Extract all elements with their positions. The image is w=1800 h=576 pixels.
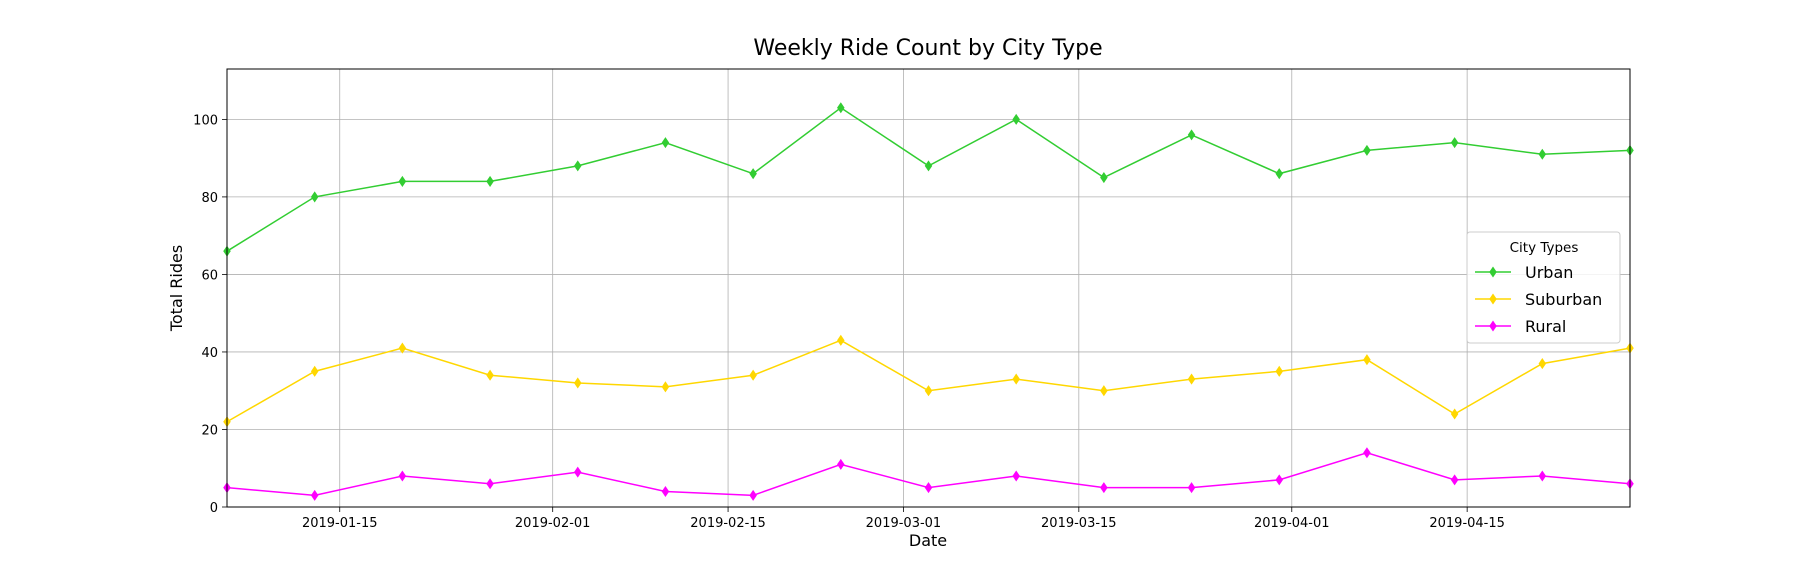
- data-point-suburban: [661, 381, 670, 393]
- data-point-rural: [310, 489, 319, 501]
- x-tick-label: 2019-04-15: [1429, 516, 1505, 531]
- x-tick-label: 2019-03-01: [866, 516, 942, 531]
- data-point-rural: [661, 485, 670, 498]
- y-tick-label: 20: [201, 423, 218, 438]
- legend-box: [1466, 231, 1621, 344]
- data-point-urban: [1538, 148, 1547, 160]
- y-tick-label: 80: [201, 191, 218, 206]
- y-tick-label: 40: [201, 346, 218, 361]
- data-point-suburban: [837, 334, 845, 346]
- data-point-rural: [486, 478, 494, 490]
- series-suburban: [223, 334, 1634, 428]
- data-point-urban: [1275, 168, 1284, 180]
- data-point-suburban: [924, 385, 933, 397]
- data-point-suburban: [310, 365, 319, 377]
- data-point-urban: [837, 102, 845, 114]
- data-point-rural: [1538, 470, 1547, 482]
- data-point-rural: [1450, 474, 1459, 486]
- x-tick-label: 2019-02-01: [515, 516, 591, 531]
- chart-title: Weekly Ride Count by City Type: [753, 36, 1102, 61]
- data-point-rural: [924, 482, 933, 494]
- legend-label-urban: Urban: [1525, 263, 1573, 282]
- data-point-rural: [1100, 482, 1108, 494]
- x-tick-label: 2019-04-01: [1254, 516, 1330, 531]
- x-tick-label: 2019-02-15: [690, 516, 766, 531]
- data-point-urban: [1012, 113, 1020, 125]
- data-point-rural: [573, 466, 582, 478]
- series-urban: [223, 102, 1634, 257]
- data-point-urban: [310, 191, 319, 203]
- data-point-urban: [1450, 137, 1459, 149]
- data-point-suburban: [1187, 373, 1196, 385]
- data-point-urban: [661, 137, 670, 149]
- data-point-suburban: [749, 369, 757, 381]
- plot-frame: [226, 68, 1631, 508]
- data-point-urban: [749, 168, 757, 180]
- data-point-rural: [398, 470, 407, 482]
- data-point-suburban: [1363, 354, 1371, 366]
- legend-marker-rural: [1489, 320, 1497, 332]
- data-point-suburban: [1012, 373, 1020, 385]
- y-tick-label: 0: [210, 501, 218, 516]
- y-tick-label: 100: [193, 113, 218, 128]
- legend-marker-urban: [1489, 266, 1497, 278]
- data-point-urban: [1363, 144, 1371, 156]
- data-point-suburban: [573, 377, 582, 389]
- data-point-urban: [1100, 171, 1108, 184]
- x-tick-label: 2019-01-15: [302, 516, 378, 531]
- grid: [227, 69, 1630, 508]
- data-point-suburban: [1450, 408, 1459, 420]
- data-point-suburban: [486, 369, 494, 381]
- series-rural: [223, 447, 1634, 501]
- legend-item-suburban: Suburban: [1475, 290, 1602, 309]
- legend-item-urban: Urban: [1475, 263, 1573, 282]
- x-tick-label: 2019-03-15: [1041, 516, 1117, 531]
- data-point-suburban: [1100, 385, 1108, 397]
- data-point-suburban: [1538, 358, 1547, 370]
- legend-marker-suburban: [1489, 293, 1497, 305]
- data-point-rural: [749, 489, 757, 501]
- data-point-rural: [1363, 447, 1371, 459]
- x-axis-title: Date: [909, 531, 947, 550]
- series-line-urban: [226, 106, 1631, 252]
- data-point-rural: [1187, 482, 1196, 494]
- data-point-urban: [1187, 129, 1196, 141]
- data-point-rural: [1012, 470, 1020, 482]
- data-point-suburban: [1275, 365, 1284, 377]
- y-tick-label: 60: [201, 268, 218, 283]
- series-line-suburban: [226, 339, 1631, 423]
- data-point-urban: [924, 160, 933, 172]
- data-point-urban: [573, 160, 582, 172]
- legend-title: City Types: [1510, 240, 1579, 256]
- series-layer: [223, 102, 1634, 501]
- y-axis-title: Total Rides: [167, 245, 186, 332]
- data-point-rural: [1275, 474, 1284, 486]
- legend: City Types Urban Suburban Rural: [1466, 231, 1621, 344]
- data-point-suburban: [398, 342, 407, 354]
- x-axis: 2019-01-15 2019-02-01 2019-02-15 2019-03-01…: [302, 507, 1505, 531]
- data-point-rural: [837, 458, 845, 470]
- data-point-urban: [398, 175, 407, 187]
- y-axis: 0 20 40 60 80 100: [193, 113, 227, 516]
- legend-label-rural: Rural: [1525, 317, 1566, 336]
- legend-label-suburban: Suburban: [1525, 290, 1602, 309]
- data-point-urban: [486, 175, 494, 187]
- legend-item-rural: Rural: [1475, 317, 1566, 336]
